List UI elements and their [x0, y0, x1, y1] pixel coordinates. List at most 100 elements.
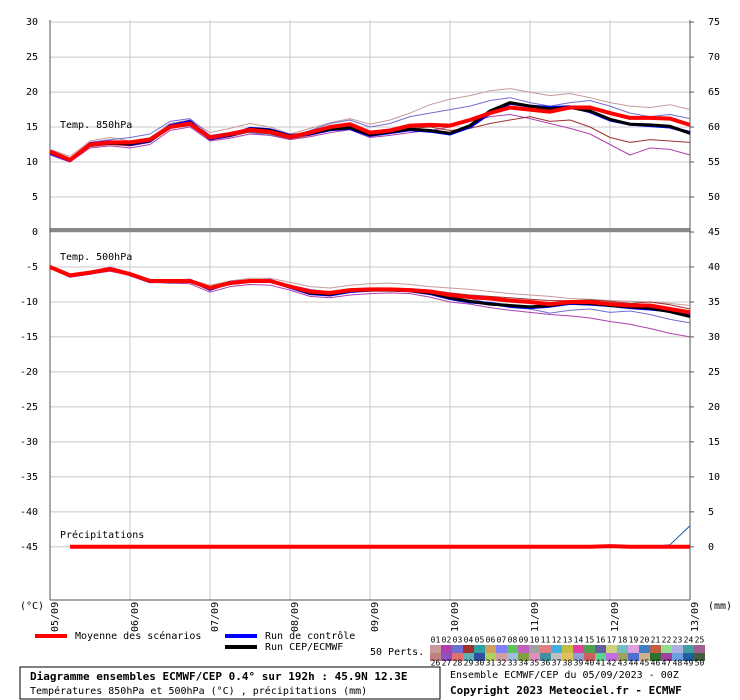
y-tick-label: -5: [26, 262, 38, 273]
perturbation-label: 43: [618, 659, 628, 668]
perturbation-swatch: [661, 645, 672, 653]
perturbation-label: 28: [453, 659, 463, 668]
perturbation-swatch: [474, 653, 485, 661]
perturbation-swatch: [617, 645, 628, 653]
perturbation-label: 45: [640, 659, 650, 668]
perturbation-swatch: [441, 645, 452, 653]
y-tick-label: -45: [20, 542, 38, 553]
perturbation-swatch: [683, 653, 694, 661]
perturbation-label: 25: [695, 636, 705, 645]
x-tick-label: 10/09: [450, 602, 461, 632]
y2-tick-label: 15: [708, 437, 720, 448]
perturbation-swatch: [551, 645, 562, 653]
y-tick-label: -35: [20, 472, 38, 483]
perturbation-swatch: [496, 645, 507, 653]
perturbation-label: 12: [552, 636, 562, 645]
perturbation-swatch: [518, 653, 529, 661]
perturbation-swatch: [661, 653, 672, 661]
panel-label: Temp. 500hPa: [60, 252, 132, 263]
perturbation-swatch: [672, 645, 683, 653]
perturbation-swatch: [683, 645, 694, 653]
y2-tick-label: 60: [708, 122, 720, 133]
y-tick-label: 25: [26, 52, 38, 63]
run-info: Ensemble ECMWF/CEP du 05/09/2023 - 00Z: [450, 670, 679, 681]
perturbation-swatch: [573, 653, 584, 661]
panel-divider: [50, 228, 690, 232]
y2-tick-label: 20: [708, 402, 720, 413]
series-line: [49, 97, 691, 159]
y2-tick-label: 55: [708, 157, 720, 168]
perturbation-swatch: [606, 653, 617, 661]
perturbation-label: 03: [453, 636, 463, 645]
perturbation-swatch: [430, 653, 441, 661]
legend-swatch: [225, 645, 257, 649]
perturbation-label: 33: [508, 659, 518, 668]
perturbation-label: 05: [475, 636, 485, 645]
series-line: [49, 114, 691, 163]
perturbation-label: 09: [519, 636, 529, 645]
y-tick-label: 0: [32, 227, 38, 238]
perturbation-label: 41: [596, 659, 606, 668]
perturbation-label: 20: [640, 636, 650, 645]
info-box: [19, 666, 441, 700]
perturbation-swatch: [606, 645, 617, 653]
y2-tick-label: 10: [708, 472, 720, 483]
perturbation-label: 06: [486, 636, 496, 645]
y-tick-label: -20: [20, 367, 38, 378]
y2-tick-label: 65: [708, 87, 720, 98]
series-line: [70, 544, 690, 549]
perturbation-label: 21: [651, 636, 661, 645]
legend-swatch: [225, 634, 257, 638]
perturbation-swatch: [584, 653, 595, 661]
panel-label: Temp. 850hPa: [60, 120, 132, 131]
perturbation-swatch: [540, 645, 551, 653]
subtitle: Températures 850hPa et 500hPa (°C) , pré…: [30, 685, 367, 697]
perturbation-label: 49: [684, 659, 694, 668]
perturbation-swatch: [529, 645, 540, 653]
y2-tick-label: 30: [708, 332, 720, 343]
y-tick-label: -40: [20, 507, 38, 518]
perturbation-label: 29: [464, 659, 474, 668]
copyright: Copyright 2023 Meteociel.fr - ECMWF: [450, 684, 682, 697]
perturbation-label: 38: [563, 659, 573, 668]
perturbation-swatch: [507, 645, 518, 653]
perturbation-swatch: [573, 645, 584, 653]
y-tick-label: 5: [32, 192, 38, 203]
perturbation-swatch: [639, 645, 650, 653]
perturbation-label: 13: [563, 636, 573, 645]
y2-tick-label: 0: [708, 542, 714, 553]
perturbation-label: 08: [508, 636, 518, 645]
legend-label: Run CEP/ECMWF: [265, 642, 343, 653]
perturbation-swatch: [672, 653, 683, 661]
perturbation-swatch: [694, 653, 705, 661]
y2-tick-label: 50: [708, 192, 720, 203]
x-tick-label: 08/09: [290, 602, 301, 632]
y2-tick-label: 75: [708, 17, 720, 28]
perturbation-label: 17: [607, 636, 617, 645]
x-tick-label: 11/09: [530, 602, 541, 632]
y2-tick-label: 40: [708, 262, 720, 273]
perturbation-swatch: [496, 653, 507, 661]
y2-axis-unit: (mm): [708, 601, 732, 612]
y-tick-label: 10: [26, 157, 38, 168]
perturbation-label: 50: [695, 659, 705, 668]
series-line: [49, 88, 691, 157]
perturbation-label: 15: [585, 636, 595, 645]
perturbation-swatch: [628, 653, 639, 661]
y2-tick-label: 35: [708, 297, 720, 308]
plot-lines: [49, 88, 691, 549]
perturbation-swatch: [485, 653, 496, 661]
y-tick-label: -30: [20, 437, 38, 448]
perturbation-swatch: [529, 653, 540, 661]
perturbation-swatch: [463, 653, 474, 661]
perturbation-swatch: [562, 645, 573, 653]
perturbation-swatch: [452, 645, 463, 653]
perturbation-label: 22: [662, 636, 672, 645]
perturbation-label: 39: [574, 659, 584, 668]
panel-label: Précipitations: [60, 529, 144, 541]
perturbation-label: 24: [684, 636, 694, 645]
perturbation-swatch: [639, 653, 650, 661]
perturbation-label: 35: [530, 659, 540, 668]
perturbation-label: 46: [651, 659, 661, 668]
